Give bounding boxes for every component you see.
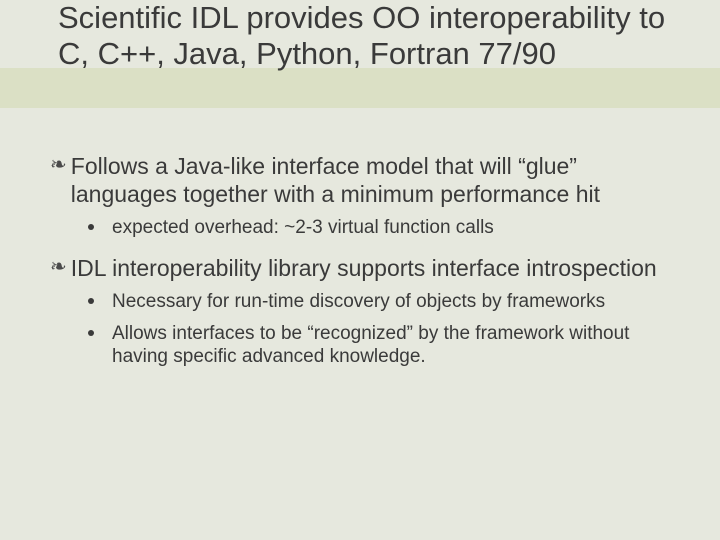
title-band [0,68,720,108]
dot-icon [88,224,94,230]
dot-icon [88,298,94,304]
bullet-text: Necessary for run-time discovery of obje… [112,290,682,314]
slide-title: Scientific IDL provides OO interoperabil… [58,0,668,71]
bullet-level2: Allows interfaces to be “recognized” by … [88,322,682,370]
bullet-text: Allows interfaces to be “recognized” by … [112,322,682,370]
dot-icon [88,330,94,336]
fleuron-icon: ❧ [50,254,67,281]
fleuron-icon: ❧ [50,152,67,179]
spacer [50,246,682,254]
bullet-level1: ❧ IDL interoperability library supports … [50,254,682,282]
bullet-text: IDL interoperability library supports in… [71,254,682,282]
bullet-level2: Necessary for run-time discovery of obje… [88,290,682,314]
bullet-level1: ❧ Follows a Java-like interface model th… [50,152,682,208]
bullet-level2: expected overhead: ~2-3 virtual function… [88,216,682,240]
slide: Scientific IDL provides OO interoperabil… [0,0,720,540]
bullet-text: expected overhead: ~2-3 virtual function… [112,216,682,240]
bullet-text: Follows a Java-like interface model that… [71,152,682,208]
slide-body: ❧ Follows a Java-like interface model th… [50,152,682,375]
